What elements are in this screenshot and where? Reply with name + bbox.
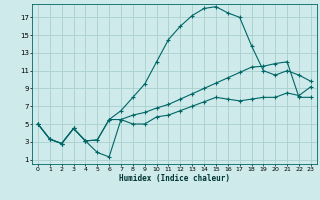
X-axis label: Humidex (Indice chaleur): Humidex (Indice chaleur) [119,174,230,183]
